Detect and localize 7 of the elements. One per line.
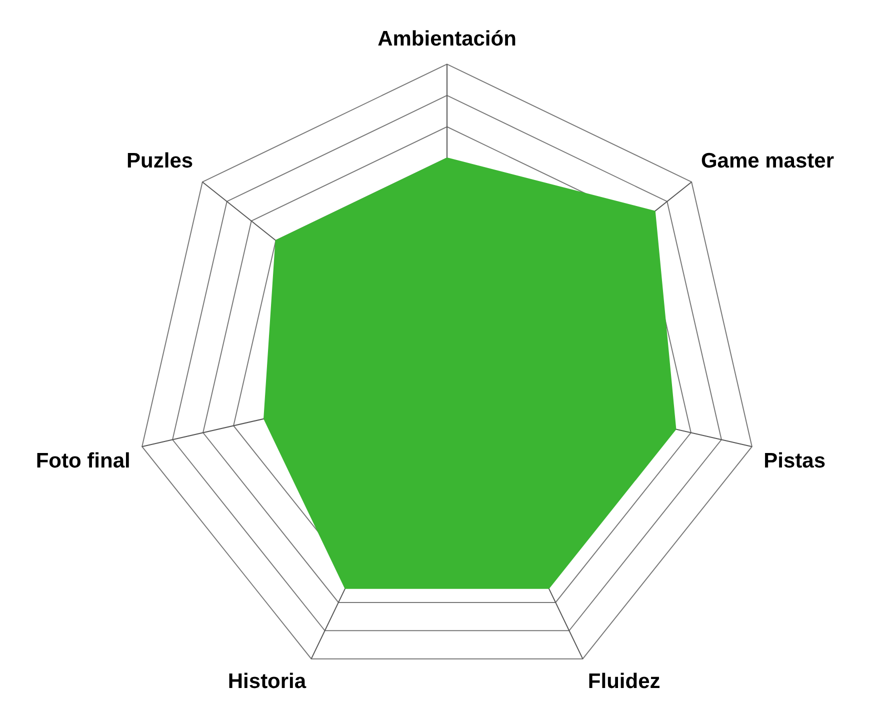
spoke-label: Fluidez bbox=[588, 670, 660, 694]
spoke-label: Ambientación bbox=[378, 27, 516, 50]
spoke-label: Historia bbox=[228, 670, 306, 694]
spoke-label: Foto final bbox=[36, 450, 130, 473]
spoke-label: Game master bbox=[700, 150, 834, 173]
spoke-label: Puzles bbox=[126, 150, 194, 173]
spoke-label: Pistas bbox=[764, 450, 826, 473]
